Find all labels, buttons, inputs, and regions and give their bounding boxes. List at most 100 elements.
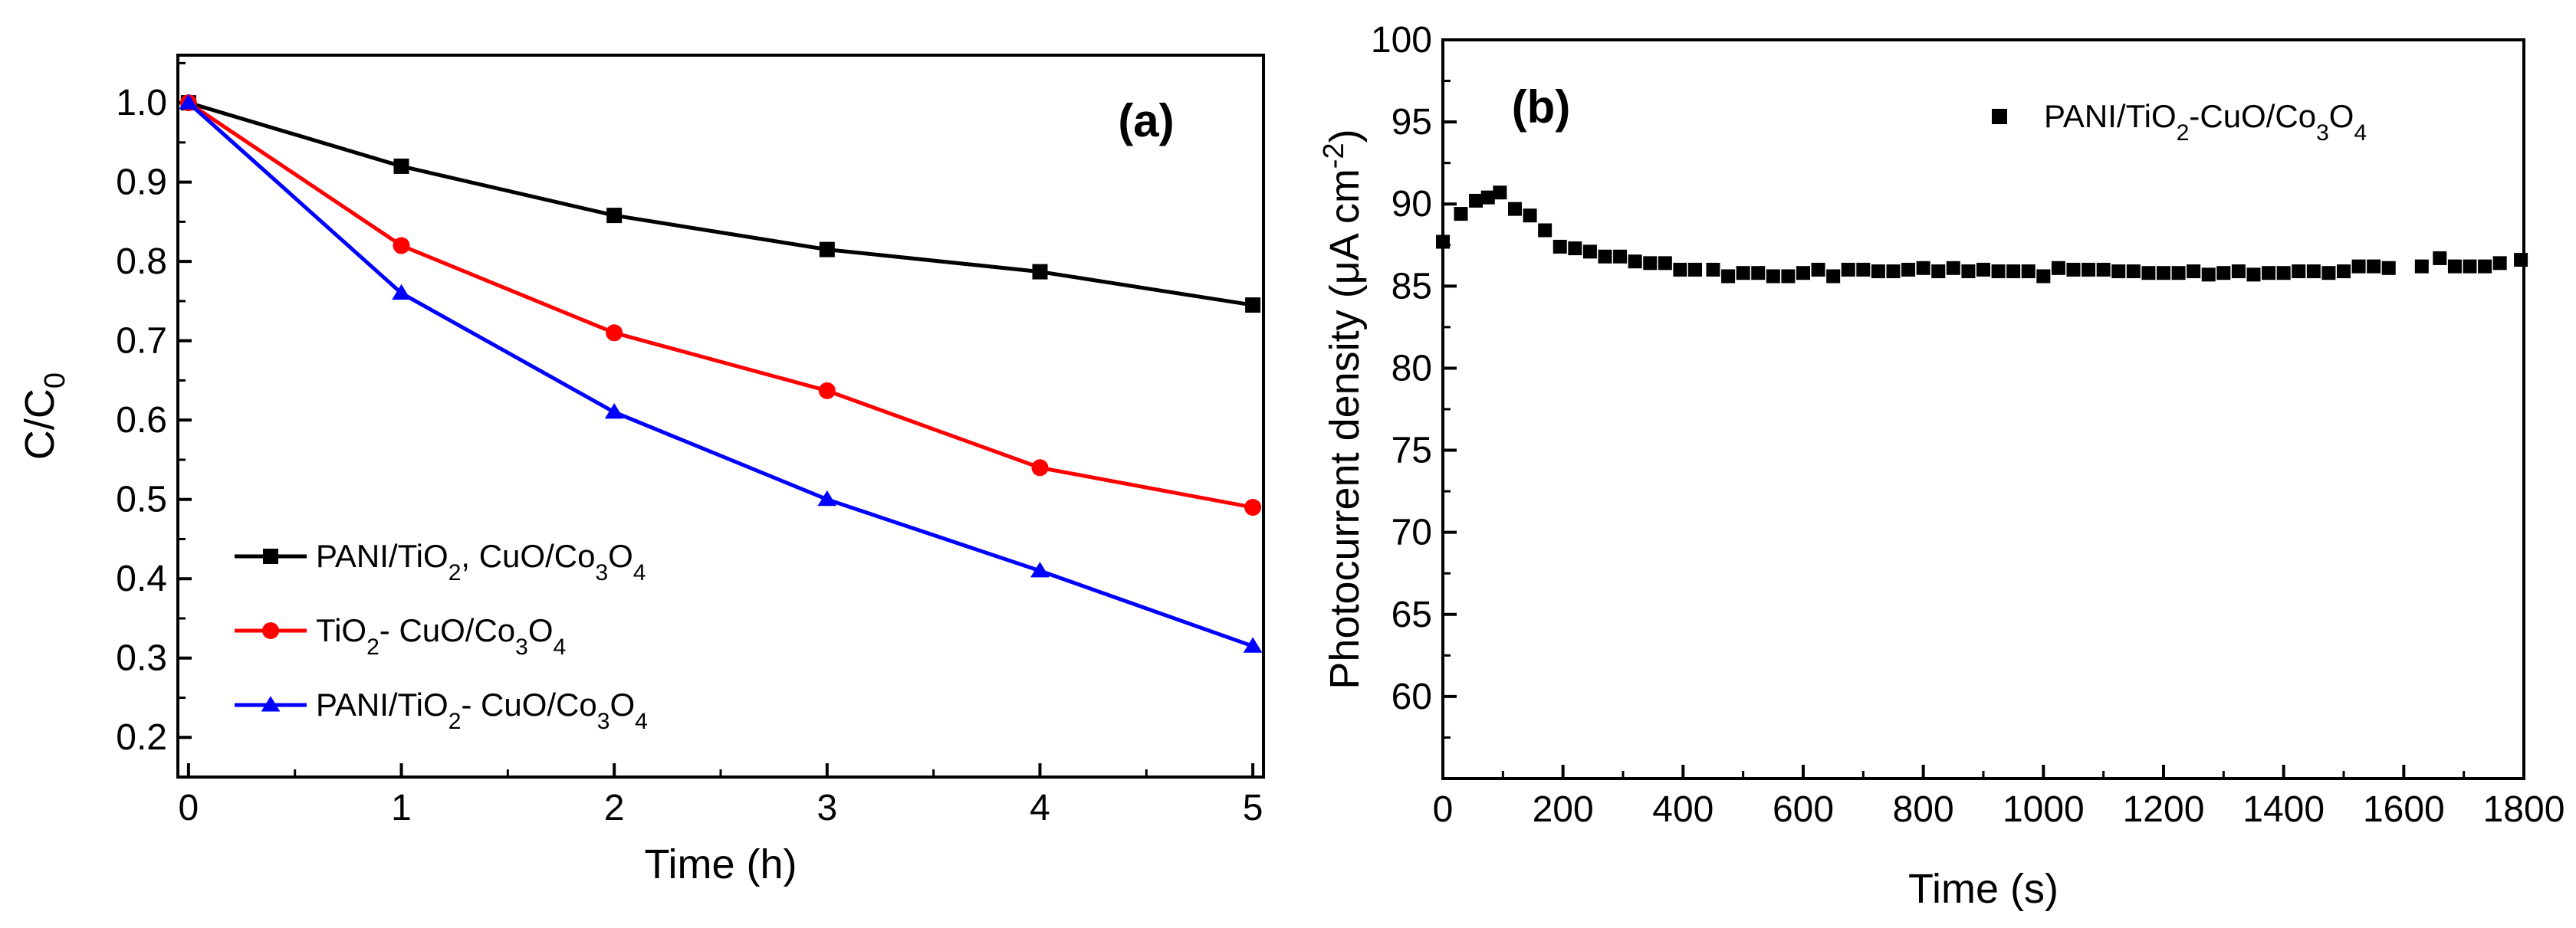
- y-tick-label: 0.9: [116, 162, 167, 203]
- data-point: [2337, 264, 2351, 279]
- panel-b-legend: PANI/TiO2-CuO/Co3O4: [1992, 98, 2367, 146]
- legend-marker-2: [262, 622, 279, 639]
- data-point: [1976, 262, 1990, 277]
- panel-b-plot-area: [1441, 38, 2525, 780]
- panel-a-chart: 0 1 2 3 4 5 0.2 0.3 0.4 0.5 0.6 0.7 0.8 0.9 1.0 (a) Ti…: [17, 54, 1265, 887]
- data-point: [606, 208, 623, 224]
- data-point: [1688, 262, 1702, 277]
- y-tick-label: 0.8: [116, 241, 167, 282]
- data-point: [2096, 262, 2111, 277]
- data-point: [1523, 208, 1537, 223]
- data-point: [1031, 459, 1049, 477]
- x-tick-label: 1400: [2242, 789, 2325, 830]
- data-point: [1568, 241, 1582, 256]
- y-tick-label: 75: [1392, 431, 1432, 471]
- series-line-3: [187, 101, 1254, 648]
- data-point: [1796, 266, 1810, 280]
- data-point: [2051, 261, 2065, 275]
- data-point: [2141, 266, 2156, 280]
- data-point: [1493, 185, 1507, 200]
- data-point: [2306, 264, 2321, 279]
- data-point: [1961, 264, 1976, 279]
- data-point: [2216, 266, 2231, 280]
- data-point: [2292, 264, 2306, 279]
- panel-b-tag: (b): [1512, 81, 1571, 133]
- data-point: [1871, 264, 1885, 279]
- x-tick-label: 3: [816, 788, 837, 828]
- data-point: [1946, 261, 1960, 275]
- data-point: [393, 158, 409, 174]
- data-point: [1991, 264, 2006, 279]
- data-point: [1628, 254, 1642, 269]
- x-tick-label: 5: [1243, 788, 1263, 828]
- panel-a-series: [179, 93, 1263, 653]
- data-point: [2036, 269, 2051, 284]
- data-point: [1582, 244, 1597, 259]
- legend-label-1: PANI/TiO2-CuO/Co3O4: [2044, 98, 2367, 146]
- y-tick-label: 80: [1392, 348, 1432, 389]
- y-tick-label: 0.3: [116, 638, 167, 679]
- panel-a-x-axis-title: Time (h): [645, 841, 797, 887]
- y-tick-label: 1.0: [116, 83, 167, 123]
- data-point: [2246, 267, 2261, 282]
- y-tick-label: 60: [1392, 677, 1432, 717]
- data-point: [1508, 202, 1522, 216]
- x-tick-label: 1600: [2363, 789, 2445, 830]
- data-point: [1826, 269, 1841, 284]
- panel-b-y-axis-title: Photocurrent density (μA cm-2): [1318, 129, 1368, 689]
- data-point: [2276, 266, 2291, 280]
- data-point: [604, 403, 624, 419]
- data-point: [2433, 251, 2447, 265]
- data-point: [1244, 499, 1262, 516]
- data-point: [2021, 264, 2036, 279]
- panel-a-axes: 0 1 2 3 4 5 0.2 0.3 0.4 0.5 0.6 0.7 0.8 0.9 1.0: [116, 61, 1263, 828]
- data-point: [818, 382, 836, 399]
- panel-b-x-axis-title: Time (s): [1908, 866, 2058, 912]
- data-point: [1841, 262, 1855, 277]
- data-point: [1781, 269, 1796, 284]
- data-point: [1469, 193, 1484, 208]
- legend-marker-1: [1992, 109, 2007, 124]
- y-tick-label: 85: [1392, 266, 1432, 307]
- data-point: [2381, 261, 2396, 275]
- panel-a-plot-area: [176, 54, 1265, 779]
- data-point: [2367, 259, 2381, 274]
- data-point: [1538, 223, 1552, 238]
- data-point: [179, 93, 199, 110]
- data-point: [1454, 207, 1468, 221]
- data-point: [817, 490, 837, 507]
- data-point: [1673, 262, 1687, 277]
- data-point: [1751, 266, 1766, 280]
- data-point: [1901, 262, 1916, 277]
- legend-marker-3: [261, 696, 281, 712]
- data-point: [1658, 256, 1672, 271]
- data-point: [1811, 262, 1825, 277]
- data-point: [2126, 264, 2141, 279]
- data-point: [2187, 264, 2201, 279]
- x-tick-label: 0: [1433, 789, 1454, 830]
- x-tick-label: 200: [1533, 789, 1594, 830]
- data-point: [2351, 259, 2366, 274]
- panel-a-legend: PANI/TiO2, CuO/Co3O4 TiO2- CuO/Co3O4 PANI/…: [235, 538, 648, 734]
- data-point: [1032, 264, 1048, 280]
- legend-label-3: PANI/TiO2- CuO/Co3O4: [316, 687, 648, 734]
- data-point: [393, 237, 410, 254]
- data-point: [606, 324, 623, 342]
- data-point: [819, 241, 835, 257]
- x-tick-label: 400: [1652, 789, 1714, 830]
- data-point: [2414, 259, 2429, 274]
- y-tick-label: 0.7: [116, 321, 167, 362]
- data-point: [1721, 269, 1736, 284]
- data-point: [2231, 264, 2246, 279]
- data-point: [1243, 637, 1263, 653]
- data-point: [1613, 249, 1628, 264]
- data-point: [2321, 266, 2336, 280]
- x-tick-label: 0: [179, 788, 199, 828]
- data-point: [2066, 262, 2081, 277]
- data-point: [1931, 264, 1946, 279]
- data-point: [2006, 264, 2021, 279]
- y-tick-label: 70: [1392, 513, 1432, 553]
- panel-a-tag: (a): [1118, 95, 1174, 146]
- data-point: [2478, 259, 2492, 274]
- data-point: [2447, 259, 2462, 274]
